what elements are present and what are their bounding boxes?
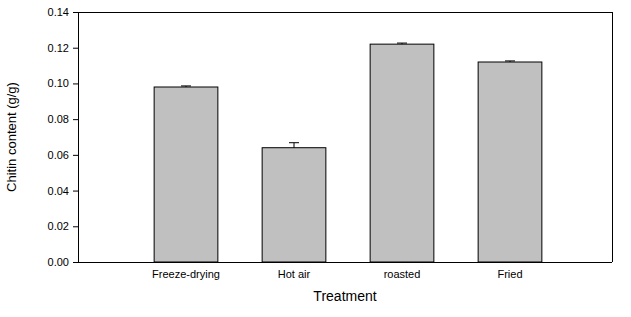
bar [154, 87, 218, 262]
error-cap [289, 142, 299, 143]
x-axis-title: Treatment [313, 288, 376, 304]
tick: 0.04 [48, 185, 78, 197]
axis-line [78, 262, 612, 263]
tick-mark [73, 48, 78, 49]
error-cap [505, 60, 515, 61]
error-bar [181, 86, 191, 87]
tick-mark [73, 83, 78, 84]
tick-label: 0.12 [48, 42, 69, 54]
tick-mark [73, 262, 78, 263]
plot-area [154, 43, 542, 262]
tick-label: 0.10 [48, 77, 69, 89]
tick-label: 0.00 [48, 256, 69, 268]
axis-line [73, 13, 79, 263]
tick-label: Freeze-drying [152, 268, 220, 280]
y-axis-title: Chitin content (g/g) [4, 82, 19, 192]
tick-mark [73, 155, 78, 156]
tick-mark [73, 119, 78, 120]
tick-label: 0.04 [48, 185, 69, 197]
tick-mark [73, 191, 78, 192]
error-bar [397, 43, 407, 44]
error-cap [181, 85, 191, 86]
tick-label: Hot air [278, 268, 311, 280]
tick-label: 0.06 [48, 149, 69, 161]
tick: 0.02 [48, 220, 78, 232]
tick-label: roasted [384, 268, 421, 280]
error-bar [289, 143, 299, 148]
y-axis: 0.00 0.02 0.04 0.06 0.08 0.10 0.12 0.14 [48, 6, 79, 268]
error-cap [397, 43, 407, 44]
tick-label: 0.02 [48, 220, 69, 232]
tick: Freeze-drying [152, 262, 220, 280]
tick: 0.06 [48, 149, 78, 161]
tick-label: 0.08 [48, 113, 69, 125]
tick-label: 0.14 [48, 6, 69, 18]
tick-mark [73, 226, 78, 227]
frame [78, 12, 612, 13]
tick: Fried [497, 262, 522, 280]
tick: roasted [384, 262, 421, 280]
error-bar [505, 61, 515, 62]
chart: 0.00 0.02 0.04 0.06 0.08 0.10 0.12 0.14 Freeze-d… [0, 0, 631, 317]
tick-label: Fried [497, 268, 522, 280]
tick: 0.08 [48, 113, 78, 125]
bar [478, 62, 542, 262]
tick: Hot air [278, 262, 311, 280]
x-axis: Freeze-drying Hot air roasted Fried [78, 262, 612, 280]
tick: 0.00 [48, 256, 78, 268]
bar [370, 44, 434, 262]
bar [262, 148, 326, 262]
tick: 0.14 [48, 6, 78, 18]
tick: 0.12 [48, 42, 78, 54]
frame [612, 12, 613, 262]
tick: 0.10 [48, 77, 78, 89]
tick-mark [73, 12, 78, 13]
error-stem [294, 143, 295, 148]
